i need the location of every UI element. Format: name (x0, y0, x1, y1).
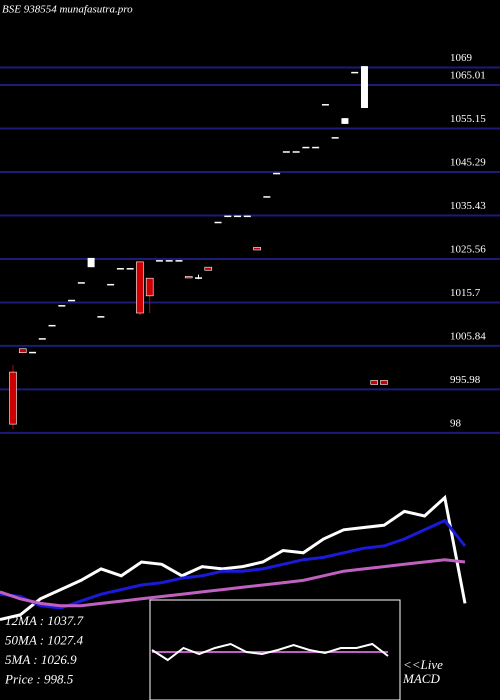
candle-body (155, 260, 163, 262)
candle-body (58, 305, 66, 307)
indicator-line (0, 558, 466, 608)
candle-body (312, 146, 320, 149)
candle-body (273, 172, 281, 175)
annotation: <<Live (403, 657, 443, 672)
candle-body (29, 351, 37, 354)
candle-body (263, 196, 271, 198)
annotation: Price : 998.5 (4, 671, 74, 686)
candle-body (9, 371, 17, 425)
candle-body (204, 266, 213, 271)
candle-body (321, 104, 329, 106)
candle-body (253, 247, 261, 251)
annotation: 12MA : 1037.7 (5, 613, 84, 628)
candle-body (341, 118, 349, 124)
annotation: 50MA : 1027.4 (5, 632, 84, 647)
y-tick-label: 1069 (450, 52, 473, 64)
indicator-line (0, 518, 467, 610)
candle-body (77, 282, 85, 284)
macd-frame (149, 599, 401, 700)
indicator-line (151, 642, 389, 662)
candle-body (302, 146, 310, 149)
candle-body (224, 215, 232, 218)
candle-body (126, 268, 134, 270)
candle-body (136, 261, 144, 314)
candle-body (48, 324, 56, 327)
y-tick-label: 1065.01 (450, 70, 486, 82)
candle-body (351, 71, 359, 74)
candle-body (145, 277, 154, 297)
y-tick-label: 1045.29 (450, 157, 486, 169)
indicator-line (0, 494, 467, 621)
candle-body (234, 215, 242, 218)
chart-title: BSE 938554 munafasutra.pro (2, 4, 133, 16)
y-tick-label: 1015.7 (450, 287, 481, 299)
candle-body (165, 260, 173, 262)
candle-body (380, 380, 388, 385)
y-tick-label: 1025.56 (450, 244, 486, 256)
candle-body (18, 348, 27, 354)
candle-body (214, 221, 222, 224)
candle-body (107, 283, 115, 286)
candle-body (360, 66, 368, 109)
annotation: 5MA : 1026.9 (5, 652, 77, 667)
candle-body (282, 151, 290, 153)
y-tick-label: 995.98 (450, 374, 481, 386)
y-tick-label: 1055.15 (450, 113, 486, 125)
candle-body (331, 137, 339, 139)
candle-body (184, 276, 193, 279)
candle-body (97, 316, 105, 318)
candle-body (195, 277, 202, 279)
candle-body (68, 299, 76, 302)
y-tick-label: 1005.84 (450, 330, 486, 342)
candle-body (116, 268, 124, 270)
y-tick-label: 1035.43 (450, 200, 486, 212)
y-tick-label: 98 (450, 417, 462, 429)
candle-body (87, 257, 95, 268)
annotation: MACD (402, 671, 440, 686)
candle-body (175, 260, 183, 262)
candle-body (370, 380, 379, 385)
candle-body (38, 338, 46, 340)
candle-body (292, 151, 300, 153)
candle-body (243, 215, 251, 218)
